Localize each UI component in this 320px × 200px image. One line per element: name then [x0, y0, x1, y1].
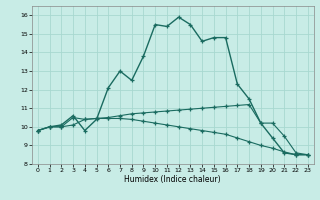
X-axis label: Humidex (Indice chaleur): Humidex (Indice chaleur)	[124, 175, 221, 184]
